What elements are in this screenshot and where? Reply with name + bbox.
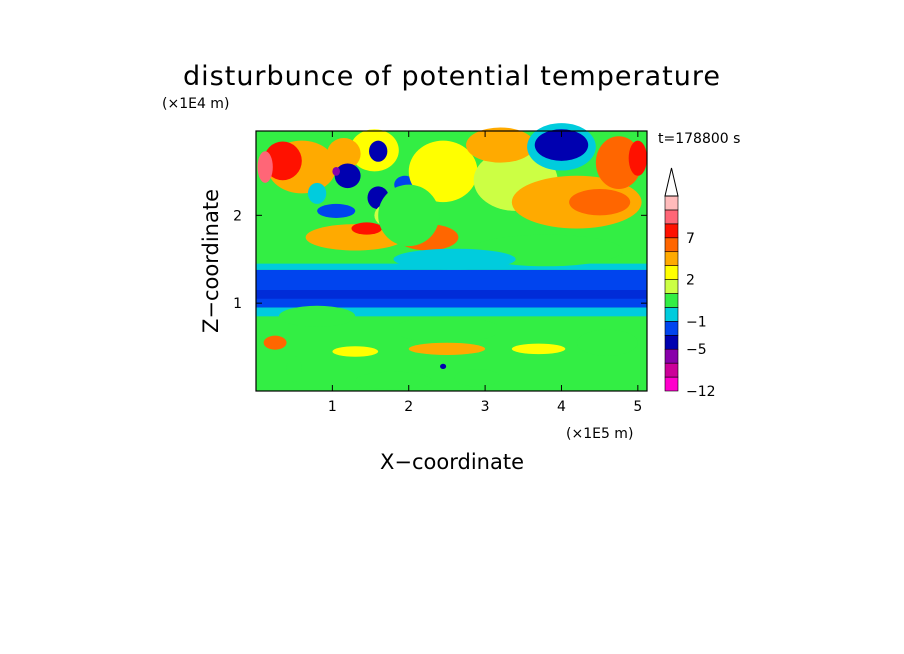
colorbar-swatch [664,279,679,294]
colorbar-swatch [664,321,679,336]
y-axis-label: Z−coordinate [199,189,223,333]
colorbar-swatch [664,334,679,350]
contour-region-32 [332,346,379,357]
contour-region-34 [263,335,287,350]
colorbar-swatch [664,209,679,225]
colorbar-swatch [664,348,679,364]
time-label: t=178800 s [658,131,740,147]
contour-region-37 [286,355,302,383]
x-axis-ticks: 1 2 3 4 5 [328,131,642,415]
colorbar-swatch [664,237,679,253]
y-axis-unit: (×1E4 m) [162,96,229,112]
y-axis-ticks: 12 [233,208,647,312]
colorbar-swatch [664,293,679,308]
plot-frame [255,130,648,392]
contour-region-28 [278,305,356,327]
colorbar-swatch [664,223,679,239]
contour-region-6 [332,167,341,176]
contour-region-7 [369,140,388,162]
x-tick-label: 2 [404,399,413,415]
contour-region-30 [576,329,638,356]
contour-region-11 [307,182,327,204]
colorbar-swatch [664,265,679,280]
contour-region-27 [393,248,516,270]
contour-region-33 [511,343,566,355]
colorbar-swatch [664,307,679,322]
contour-region-10 [317,203,356,218]
x-axis-unit: (×1E5 m) [566,426,633,442]
contour-region-21 [534,129,589,161]
colorbar-label: 2 [686,273,695,289]
x-tick-label: 5 [633,399,642,415]
y-tick-label: 1 [233,296,242,312]
colorbar-label: −5 [686,342,707,358]
contour-region-5 [334,163,361,189]
colorbar-swatch [664,362,679,378]
contour-region-38 [440,363,447,370]
contour-region-3 [257,151,273,183]
contour-region-29 [393,316,501,343]
colorbar-swatch [664,251,679,266]
colorbar-label: 7 [686,231,695,247]
colorbar-swatch [664,376,679,392]
stratosphere-band-cold [256,269,647,308]
colorbar-swatch [664,195,679,211]
contour-region-2 [263,141,302,181]
contour-region-16 [408,140,478,203]
contour-region-19 [466,127,535,163]
contour-region-4 [327,138,361,170]
contour-region-35 [355,371,432,390]
contour-region-23 [569,188,631,216]
contour-fields [256,123,647,390]
contour-region-17 [378,184,440,247]
chart-title: disturbunce of potential temperature [183,61,721,92]
x-tick-label: 4 [557,399,566,415]
y-tick-label: 2 [233,208,242,224]
colorbar-label: −12 [686,384,716,400]
band-core [256,289,647,299]
x-axis-label: X−coordinate [380,450,524,474]
contour-region-14 [351,222,383,235]
contour-region-31 [408,342,486,355]
colorbar: 7 2 −1 −5 −12 [664,167,716,400]
x-tick-label: 3 [481,399,490,415]
x-tick-label: 1 [328,399,337,415]
colorbar-extend-arrow [664,167,679,197]
colorbar-label: −1 [686,314,707,330]
contour-region-36 [454,369,501,387]
contour-region-25 [628,140,647,176]
band-edge-lower [256,307,647,317]
